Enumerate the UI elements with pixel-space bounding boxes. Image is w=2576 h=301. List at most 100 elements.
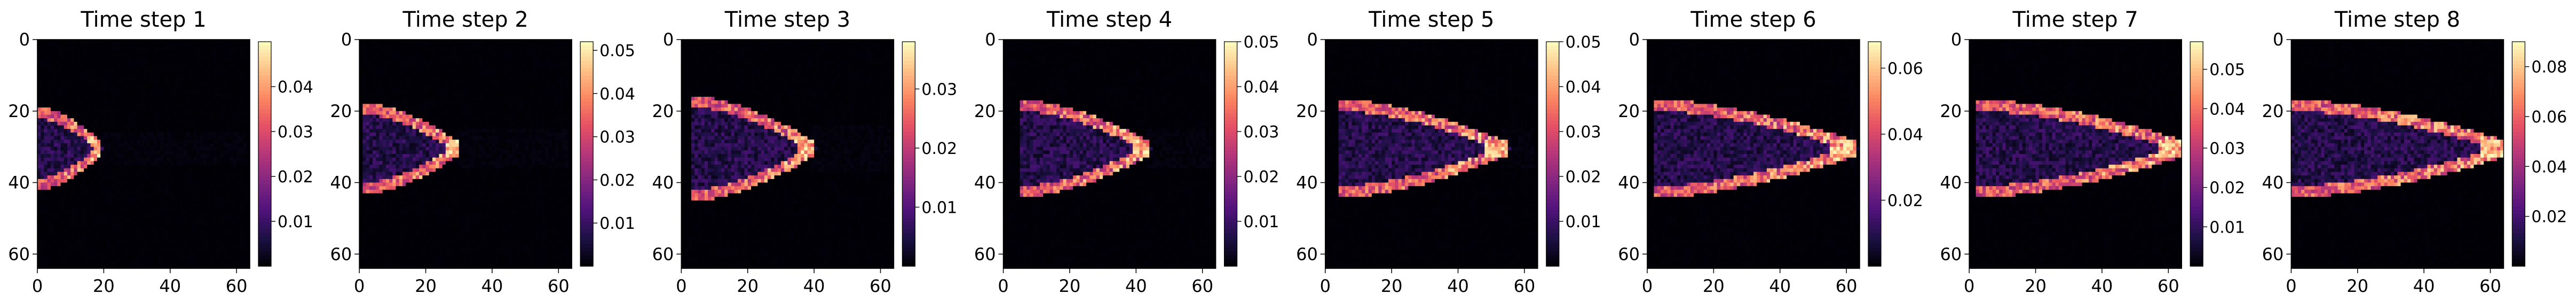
heatmap-cell xyxy=(84,65,88,68)
heatmap-cell xyxy=(67,175,71,179)
heatmap-cell xyxy=(133,75,137,79)
heatmap-cell xyxy=(107,72,111,75)
heatmap-cell xyxy=(97,183,101,187)
heatmap-cell xyxy=(180,165,184,168)
heatmap-cell xyxy=(114,101,117,104)
heatmap-cell xyxy=(525,47,529,50)
heatmap-cell xyxy=(147,218,151,222)
heatmap-cell xyxy=(214,165,217,168)
heatmap-cell xyxy=(114,97,117,101)
heatmap-cell xyxy=(190,93,194,97)
colorbar-segment xyxy=(258,169,271,173)
colorbar-segment xyxy=(258,255,271,259)
heatmap-cell xyxy=(57,200,61,204)
heatmap-cell xyxy=(193,261,197,265)
heatmap-cell xyxy=(190,233,194,236)
heatmap-cell xyxy=(77,258,81,261)
heatmap-cell xyxy=(94,175,98,179)
heatmap-cell xyxy=(137,107,141,111)
colorbar-segment xyxy=(258,210,271,214)
heatmap-cell xyxy=(51,179,54,183)
heatmap-cell xyxy=(57,258,61,261)
heatmap-cell xyxy=(74,161,77,165)
heatmap-cell xyxy=(54,54,58,58)
heatmap-cell xyxy=(114,140,117,143)
heatmap-cell xyxy=(110,218,114,222)
heatmap-cell xyxy=(236,93,240,97)
heatmap-cell xyxy=(137,40,141,43)
heatmap-cell xyxy=(81,154,84,158)
heatmap-cell xyxy=(48,126,51,129)
heatmap-cell xyxy=(124,247,128,251)
heatmap-cell xyxy=(184,233,187,236)
heatmap-cell xyxy=(505,43,509,47)
heatmap-cell xyxy=(64,43,68,47)
heatmap-cell xyxy=(167,229,171,233)
heatmap-cell xyxy=(197,218,201,222)
heatmap-cell xyxy=(104,143,107,147)
heatmap-cell xyxy=(150,179,154,183)
heatmap-cell xyxy=(77,243,81,247)
heatmap-cell xyxy=(203,247,207,251)
heatmap-cell xyxy=(489,50,493,54)
heatmap-cell xyxy=(97,240,101,244)
heatmap-cell xyxy=(94,86,98,90)
heatmap-cell xyxy=(220,226,224,229)
heatmap-cell xyxy=(70,82,74,86)
heatmap-cell xyxy=(236,57,240,61)
heatmap-cell xyxy=(107,50,111,54)
heatmap-cell xyxy=(41,104,44,107)
heatmap-cell xyxy=(177,158,180,161)
heatmap-cell xyxy=(41,172,44,175)
heatmap-cell xyxy=(214,147,217,151)
heatmap-cell xyxy=(74,65,77,68)
heatmap-cell xyxy=(41,179,44,183)
heatmap-cell xyxy=(91,143,94,147)
heatmap-cell xyxy=(84,54,88,58)
heatmap-cell xyxy=(163,154,167,158)
heatmap-cell xyxy=(77,218,81,222)
heatmap-cell xyxy=(173,47,177,50)
heatmap-cell xyxy=(84,243,88,247)
heatmap-cell xyxy=(233,40,237,43)
heatmap-cell xyxy=(243,258,247,261)
heatmap-cell xyxy=(180,47,184,50)
heatmap-cell xyxy=(130,107,134,111)
heatmap-cell xyxy=(184,43,187,47)
heatmap-cell xyxy=(104,222,107,226)
heatmap-cell xyxy=(110,229,114,233)
heatmap-cell xyxy=(184,40,187,43)
heatmap-cell xyxy=(87,107,91,111)
heatmap-cell xyxy=(48,251,51,254)
heatmap-cell xyxy=(107,79,111,83)
heatmap-cell xyxy=(197,68,201,72)
heatmap-cell xyxy=(87,150,91,154)
heatmap-cell xyxy=(217,236,220,240)
heatmap-cell xyxy=(67,82,71,86)
heatmap-cell xyxy=(187,75,191,79)
heatmap-cell xyxy=(41,240,44,244)
heatmap-cell xyxy=(64,93,68,97)
heatmap-cell xyxy=(187,229,191,233)
heatmap-cell xyxy=(236,200,240,204)
heatmap-cell xyxy=(439,47,442,50)
heatmap-cell xyxy=(41,247,44,251)
heatmap-cell xyxy=(214,254,217,258)
heatmap-cell xyxy=(130,54,134,58)
heatmap-cell xyxy=(41,54,44,58)
heatmap-cell xyxy=(236,104,240,107)
heatmap-cell xyxy=(193,143,197,147)
heatmap-cell xyxy=(233,175,237,179)
heatmap-cell xyxy=(140,140,144,143)
heatmap-cell xyxy=(150,43,154,47)
heatmap-cell xyxy=(150,183,154,187)
heatmap-cell xyxy=(130,40,134,43)
heatmap-cell xyxy=(177,75,180,79)
heatmap-cell xyxy=(104,186,107,190)
colorbar-segment xyxy=(258,105,271,110)
heatmap-cell xyxy=(48,154,51,158)
heatmap-cell xyxy=(163,122,167,126)
heatmap-cell xyxy=(187,107,191,111)
heatmap-cell xyxy=(64,140,68,143)
heatmap-cell xyxy=(117,57,121,61)
